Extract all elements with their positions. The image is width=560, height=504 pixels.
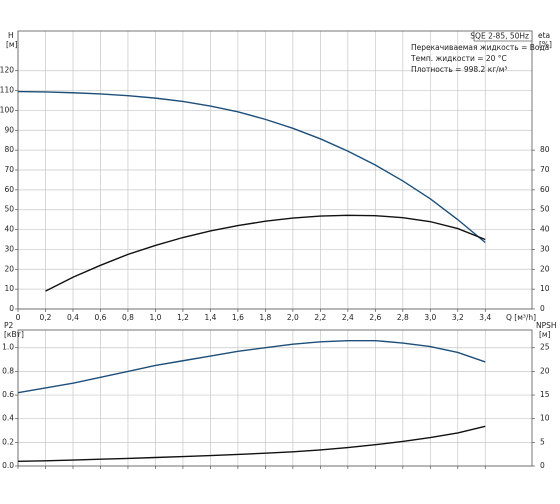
y-label: P2 [4,321,14,330]
y2-tick-label: 0 [540,461,545,470]
annotation: Перекачиваемая жидкость = Вода [411,43,549,52]
y2-tick-label: 15 [540,390,550,399]
y-tick-label: 80 [4,145,14,154]
y-tick-label: 60 [4,185,14,194]
y-tick-label: 40 [4,225,14,234]
plot-frame [17,30,533,310]
y-tick-label: 70 [4,165,14,174]
x-tick-label: 0,2 [40,313,52,322]
x-tick-label: 3,4 [479,313,491,322]
x-tick-label: 3,0 [424,313,436,322]
y2-tick-label: 20 [540,264,550,273]
curve [45,214,486,292]
x-tick-label: 2,8 [397,313,409,322]
y-tick-label: 50 [4,205,14,214]
y-tick-label: 0 [9,304,14,313]
y-tick-label: 0.4 [2,414,14,423]
y2-tick-label: 50 [540,205,550,214]
y2-label: eta [538,31,550,40]
y2-tick-label: 30 [540,244,550,253]
y2-tick-label: 40 [540,225,550,234]
curve [17,90,486,244]
y2-tick-label: 70 [540,165,550,174]
y2-unit: [м] [539,330,551,339]
y-tick-label: 0.2 [2,437,14,446]
x-label: Q [м³/h] [506,313,536,322]
y-tick-label: 30 [4,244,14,253]
annotation: Плотность = 998.2 кг/м³ [411,65,507,74]
y-tick-label: 20 [4,264,14,273]
y-tick-label: 90 [4,125,14,134]
x-tick-label: 0,6 [94,313,106,322]
y2-tick-label: 10 [540,284,550,293]
x-tick-label: 2,4 [342,313,354,322]
annotation: SQE 2-85, 50Hz [470,32,529,41]
x-tick-label: 0,4 [67,313,79,322]
y-tick-label: 0.0 [2,461,14,470]
x-tick-label: 1,6 [232,313,244,322]
x-tick-label: 2,2 [314,313,326,322]
x-tick-label: 1,8 [259,313,271,322]
x-tick-label: 0,8 [122,313,134,322]
y-tick-label: 0.8 [2,366,14,375]
y-tick-label: 110 [0,86,14,95]
x-tick-label: 1,4 [204,313,216,322]
annotation: Темп. жидкости = 20 °C [410,54,507,63]
x-tick-label: 3,2 [452,313,464,322]
y2-tick-label: 5 [540,437,545,446]
y2-tick-label: 10 [540,414,550,423]
x-tick-label: 1,2 [177,313,189,322]
x-tick-label: 0 [16,313,21,322]
plot-frame [17,329,533,467]
y-unit: [м] [6,40,18,49]
annotation-box [473,30,533,42]
y2-tick-label: 60 [540,185,550,194]
x-tick-label: 1,0 [149,313,161,322]
y2-label: NPSH [536,321,557,330]
y2-unit: [%] [539,40,552,49]
y2-tick-label: 25 [540,343,550,352]
curve [17,339,486,394]
y2-tick-label: 20 [540,366,550,375]
curve [17,425,486,462]
y-tick-label: 0.6 [2,390,14,399]
y-tick-label: 10 [4,284,14,293]
y-tick-label: 1.0 [2,343,14,352]
x-tick-label: 2,6 [369,313,381,322]
y-unit: [кВт] [4,330,24,339]
y-label: H [8,31,14,40]
y-tick-label: 120 [0,66,14,75]
y2-tick-label: 80 [540,145,550,154]
x-tick-label: 2,0 [287,313,299,322]
y-tick-label: 100 [0,105,14,114]
y2-tick-label: 0 [540,304,545,313]
